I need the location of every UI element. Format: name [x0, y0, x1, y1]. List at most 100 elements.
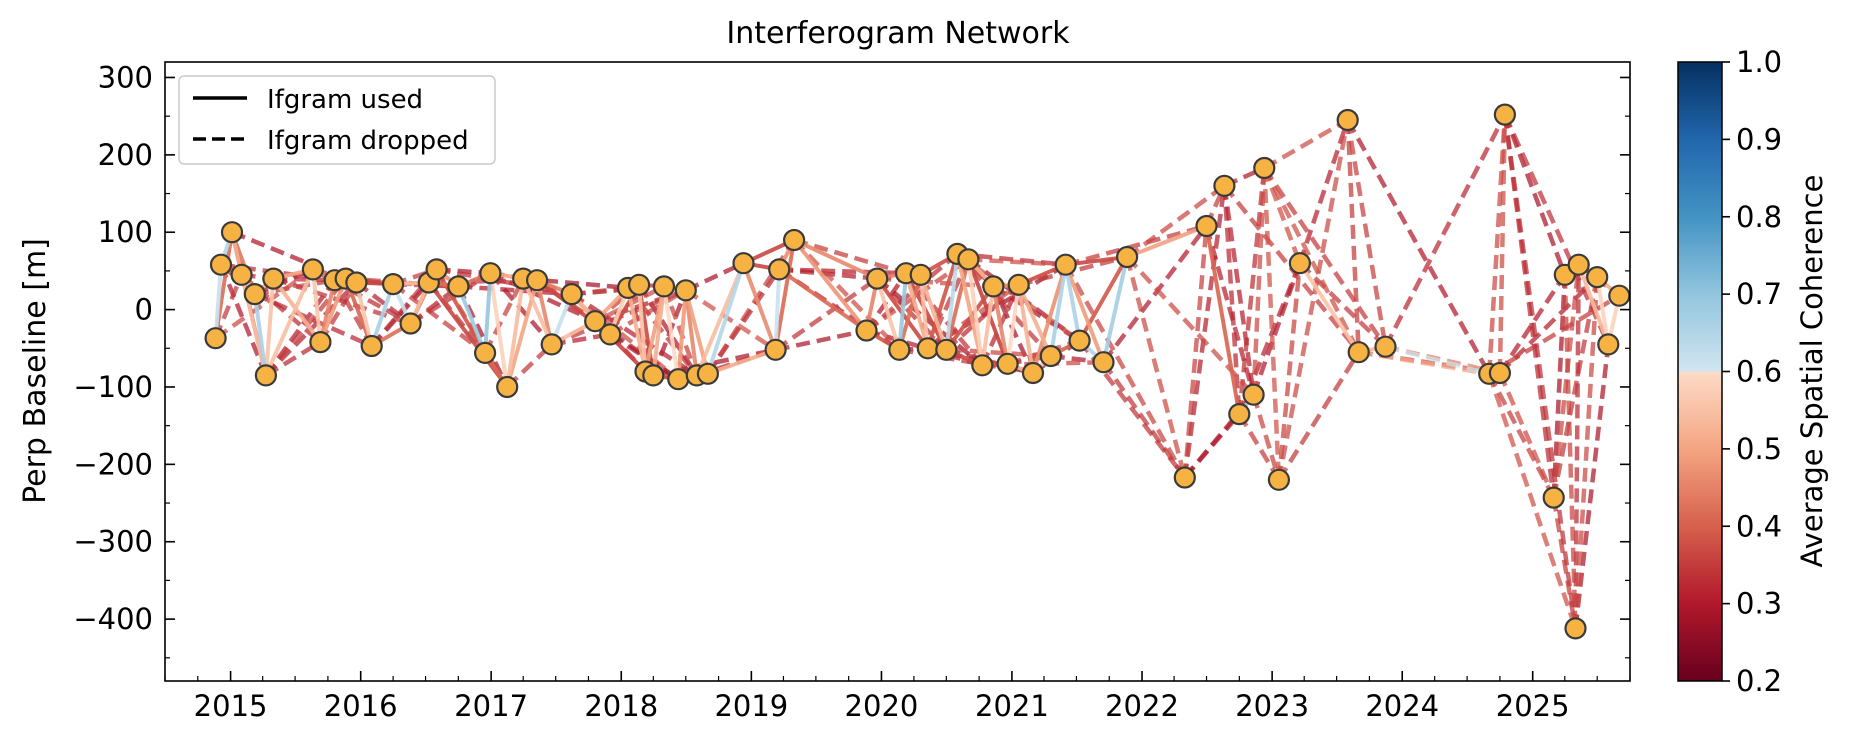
ifgram-dropped-edge [1497, 372, 1556, 499]
acquisition-point [209, 253, 233, 276]
acquisition-point [1173, 466, 1196, 489]
acquisition-point [584, 310, 607, 333]
ifgram-dropped-edge [1551, 274, 1568, 498]
ifgram-used-edge [1048, 264, 1068, 357]
acquisition-point [1228, 403, 1251, 426]
acquisition-point [1039, 344, 1062, 368]
plot-frame [164, 61, 1631, 682]
acquisition-point [599, 323, 622, 346]
acquisition-point [1586, 266, 1609, 289]
acquisition-point [1347, 341, 1370, 364]
ifgram-dropped-edge [1345, 119, 1388, 348]
ifgram-used-edge [741, 262, 778, 351]
ifgram-dropped-edge [1551, 497, 1578, 629]
acquisition-point [627, 273, 651, 296]
ifgram-dropped-edge [1262, 167, 1303, 264]
acquisition-point [1488, 361, 1512, 385]
ifgram-dropped-edge [1276, 262, 1303, 481]
acquisition-point [301, 258, 324, 281]
ifgram-used-edge [1005, 284, 1021, 365]
ifgram-dropped-edge [779, 267, 907, 276]
acquisition-point [642, 364, 665, 387]
acquisition-point [1054, 253, 1077, 276]
ifgram-dropped-edge [684, 288, 777, 352]
x-tick-label: 2016 [324, 689, 398, 723]
ifgram-used-edge [792, 238, 869, 332]
acquisition-point [399, 312, 422, 335]
ifgram-used-edge [1298, 262, 1361, 354]
ifgram-dropped-edge [626, 286, 699, 377]
acquisition-point [696, 362, 720, 385]
ifgram-used-edge [264, 268, 315, 377]
acquisition-point [560, 283, 583, 306]
ifgram-dropped-edge [254, 277, 336, 297]
acquisition-point [220, 221, 244, 244]
acquisition-point [1267, 468, 1291, 491]
ifgram-dropped-edge [1262, 166, 1388, 348]
colorbar-tick-label: 1.0 [1736, 45, 1782, 79]
ifgram-used-edge [263, 278, 276, 376]
ifgram-used-edge [318, 277, 348, 343]
ifgram-dropped-edge [391, 282, 487, 355]
acquisition-point [1608, 284, 1630, 307]
ifgram-dropped-edge [1222, 185, 1256, 396]
ifgram-dropped-edge [1383, 113, 1507, 348]
colorbar-label: Average Spatial Coherence [1795, 175, 1829, 568]
ifgram-dropped-edge [1204, 225, 1256, 396]
acquisition-point [1092, 351, 1115, 374]
acquisition-point [309, 331, 332, 354]
ifgram-used-edge [1016, 283, 1053, 357]
acquisition-point [971, 354, 994, 377]
ifgram-used-edge [488, 272, 510, 388]
colorbar-tick-label: 0.7 [1736, 277, 1782, 311]
ifgram-dropped-edge [489, 271, 597, 324]
interferogram-edges [213, 113, 1622, 630]
ifgram-used-edge [897, 274, 923, 351]
y-tick-label: −100 [73, 370, 153, 404]
legend: Ifgram used Ifgram dropped [178, 75, 496, 165]
ifgram-used-edge [773, 239, 797, 351]
colorbar-tick-label: 0.8 [1736, 200, 1782, 234]
legend-dropped-label: Ifgram dropped [267, 126, 469, 156]
ifgram-dropped-edge [1251, 394, 1282, 481]
ifgram-dropped-edge [570, 292, 699, 378]
ifgram-dropped-edge [1573, 264, 1581, 629]
x-axis-ticks: 2015 2016 2017 2018 2019 2020 2021 2022 2023 2024… [164, 671, 1631, 723]
ifgram-dropped-edge [1345, 119, 1361, 353]
colorbar: 0.2 0.3 0.4 0.5 0.6 0.7 0.8 0.9 1.0 Average Spat… [1677, 45, 1829, 698]
ifgram-dropped-edge [593, 319, 680, 382]
ifgram-used-edge [705, 262, 746, 375]
x-tick-label: 2022 [1105, 689, 1179, 723]
ifgram-used-edge [875, 278, 902, 351]
legend-box [178, 75, 496, 165]
colorbar-tick-label: 0.2 [1736, 664, 1782, 698]
ifgram-dropped-edge [792, 238, 901, 352]
y-tick-label: 100 [98, 215, 153, 249]
ifgram-dropped-edge [1551, 264, 1581, 498]
ifgram-dropped-edge [1065, 223, 1208, 267]
ifgram-used-edge [773, 269, 782, 350]
acquisition-point [1336, 108, 1359, 132]
acquisition-point [652, 275, 676, 298]
legend-used-label: Ifgram used [267, 85, 423, 115]
ifgram-dropped-edge [1237, 412, 1281, 481]
ifgram-dropped-edge [1573, 276, 1600, 629]
ifgram-dropped-edge [240, 273, 322, 344]
x-tick-label: 2024 [1365, 689, 1439, 723]
y-tick-label: −300 [73, 525, 153, 559]
acquisition-point [479, 262, 502, 285]
acquisition-point [732, 252, 755, 275]
acquisition-point [888, 338, 911, 361]
ifgram-dropped-edge [488, 271, 554, 346]
ifgram-used-edge [1576, 264, 1611, 346]
ifgram-dropped-edge [1488, 293, 1621, 376]
ifgram-used-edge [456, 285, 487, 354]
acquisition-point [243, 283, 266, 306]
colorbar-tick-label: 0.3 [1736, 587, 1782, 621]
x-tick-label: 2023 [1235, 689, 1309, 723]
ifgram-dropped-edge [1384, 344, 1490, 376]
ifgram-dropped-edge [1497, 114, 1508, 374]
acquisition-point [782, 228, 806, 252]
ifgram-used-edge [1063, 264, 1082, 341]
